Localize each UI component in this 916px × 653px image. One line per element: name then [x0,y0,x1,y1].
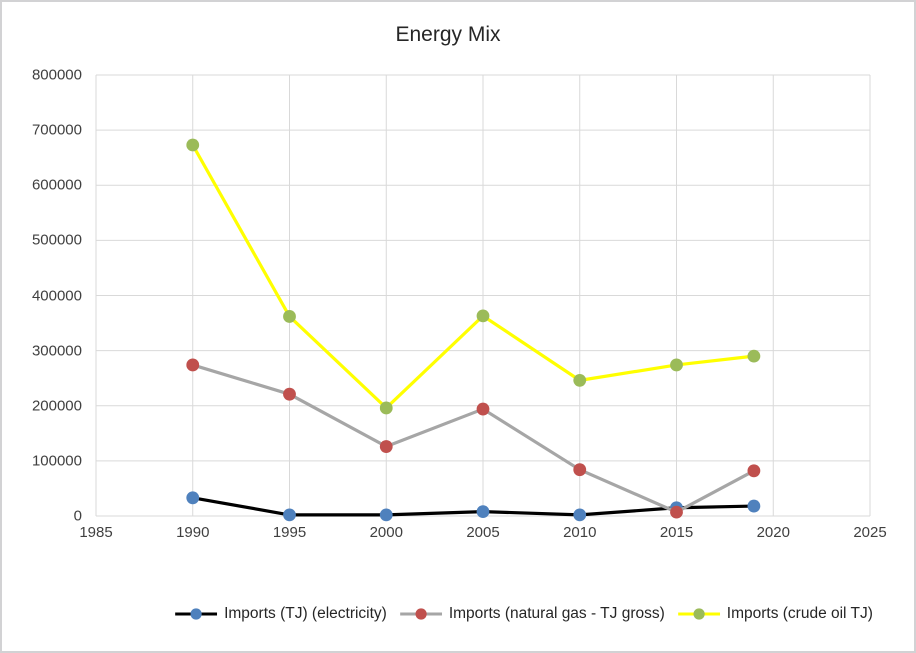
series-1-point [283,387,296,401]
legend-swatch-icon [175,608,218,620]
series-line-2 [191,143,756,410]
series-2-point [379,401,393,415]
legend-item-label: Imports (crude oil TJ) [726,605,873,622]
x-tick-label: 2010 [563,524,597,541]
legend-item-label: Imports (natural gas - TJ gross) [448,605,665,622]
y-tick-label: 400000 [31,287,82,304]
series-2-point [670,358,683,372]
y-tick-label: 700000 [31,121,82,139]
y-tick-label: 0 [73,507,82,525]
x-tick-label: 2005 [466,524,500,541]
y-tick-label: 600000 [31,176,82,194]
series-0-point [747,499,761,513]
y-tick-label: 300000 [31,342,82,360]
x-tick-label: 1995 [272,524,307,541]
series-2-point [573,373,587,387]
series-1-point [186,358,200,372]
y-tick-label: 500000 [31,231,82,249]
legend-swatch-icon [399,608,442,620]
series-2-point [476,309,490,323]
x-tick-label: 1985 [79,524,113,541]
series-2-point [283,310,296,323]
x-tick-label: 2000 [369,524,403,541]
y-tick-label: 800000 [31,66,82,84]
series-2-point [747,349,761,363]
legend-item-0: Imports (TJ) (electricity) [175,605,387,623]
series-1-point [670,505,683,519]
y-tick-label: 100000 [31,452,82,470]
series-1-point [379,440,393,453]
series-0-point [476,505,490,518]
series-1-point [573,463,587,477]
series-0-point [573,508,587,522]
x-tick-label: 1990 [176,524,210,541]
legend: Imports (TJ) (electricity) Imports (natur… [175,605,873,623]
legend-swatch-icon [677,608,720,620]
legend-item-label: Imports (TJ) (electricity) [224,605,387,622]
x-tick-label: 2020 [756,524,790,541]
y-tick-label: 200000 [31,397,82,415]
chart-title: Energy Mix [395,23,501,46]
series-0-point [379,508,393,522]
series-line-1 [191,363,756,514]
legend-item-1: Imports (natural gas - TJ gross) [399,605,665,623]
legend-item-2: Imports (crude oil TJ) [677,605,873,623]
series-1-point [747,464,761,478]
series-0-point [283,508,296,522]
series-0-point [186,491,200,505]
x-tick-label: 2025 [853,524,887,541]
x-tick-label: 2015 [659,524,694,541]
series-1-point [476,402,490,416]
series-line-0 [191,496,756,517]
series-2-point [186,138,200,152]
